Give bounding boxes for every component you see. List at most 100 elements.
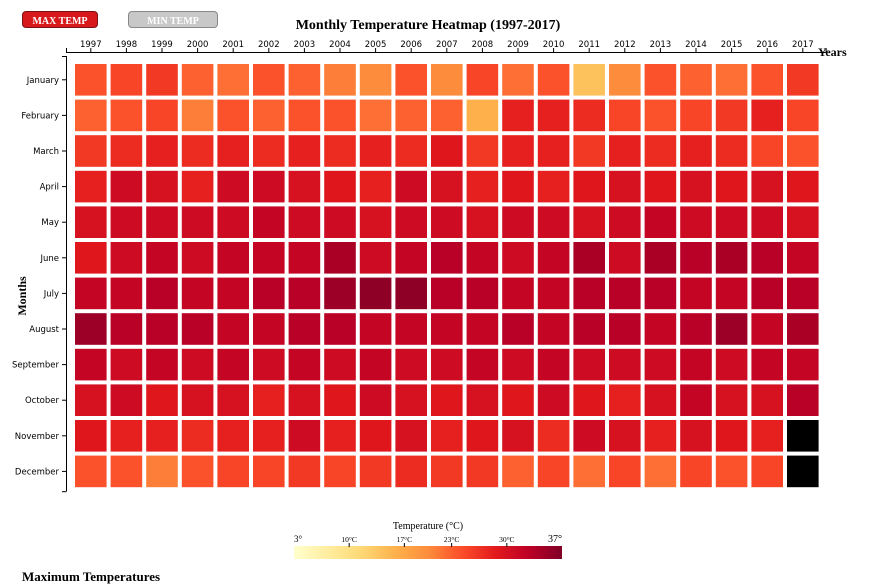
- heatmap-cell: [466, 135, 499, 167]
- heatmap-cell: [609, 384, 641, 416]
- heatmap-cell: [609, 455, 641, 488]
- heatmap-cell: [359, 277, 392, 310]
- y-tick-label: August: [29, 325, 59, 335]
- heatmap-cell: [466, 313, 499, 345]
- y-tick-label: June: [39, 254, 59, 264]
- heatmap-cell: [253, 277, 285, 310]
- heatmap-cell: [217, 206, 249, 238]
- legend-max-label: 37°: [548, 534, 562, 545]
- heatmap-cell: [181, 135, 214, 167]
- heatmap-cell: [787, 455, 819, 488]
- heatmap-cell: [787, 135, 819, 167]
- heatmap-cell: [431, 170, 463, 203]
- heatmap-cell: [395, 64, 427, 96]
- x-tick-label: 2010: [543, 40, 565, 50]
- heatmap-cell: [75, 99, 107, 132]
- heatmap-cell: [537, 206, 570, 238]
- heatmap-cell: [146, 135, 178, 167]
- heatmap-cell: [395, 455, 427, 488]
- min-temp-button[interactable]: MIN TEMP: [128, 11, 218, 28]
- heatmap-cell: [573, 99, 605, 132]
- heatmap-cell: [466, 348, 499, 381]
- heatmap-cell: [217, 99, 249, 132]
- y-tick-label: April: [40, 183, 59, 193]
- heatmap-cell: [253, 170, 285, 203]
- heatmap-cell: [537, 455, 570, 488]
- heatmap-cell: [751, 455, 783, 488]
- heatmap-cell: [751, 170, 783, 203]
- heatmap-cell: [751, 64, 783, 96]
- heatmap-cell: [680, 313, 712, 345]
- heatmap-cell: [466, 420, 499, 452]
- heatmap-chart: Monthly Temperature Heatmap (1997-2017) …: [12, 18, 847, 559]
- legend-title: Temperature (°C): [393, 521, 463, 532]
- heatmap-cell: [609, 242, 641, 274]
- heatmap-cell: [75, 455, 107, 488]
- heatmap-cell: [787, 277, 819, 310]
- heatmap-cell: [466, 64, 499, 96]
- heatmap-cell: [573, 206, 605, 238]
- heatmap-cell: [110, 348, 143, 381]
- heatmap-cell: [431, 206, 463, 238]
- heatmap-cell: [787, 170, 819, 203]
- heatmap-cell: [751, 313, 783, 345]
- heatmap-cell: [75, 313, 107, 345]
- heatmap-cell: [181, 277, 214, 310]
- heatmap-cell: [146, 64, 178, 96]
- heatmap-cell: [181, 170, 214, 203]
- x-tick-label: 2014: [685, 40, 707, 50]
- heatmap-cell: [609, 277, 641, 310]
- heatmap-cell: [75, 206, 107, 238]
- heatmap-cell: [502, 64, 534, 96]
- heatmap-cells: [75, 64, 819, 488]
- heatmap-cell: [146, 420, 178, 452]
- heatmap-cell: [395, 384, 427, 416]
- heatmap-cell: [502, 455, 534, 488]
- heatmap-cell: [110, 277, 143, 310]
- legend-tick-label: 17°C: [397, 535, 413, 544]
- max-temp-button[interactable]: MAX TEMP: [22, 11, 98, 28]
- heatmap-cell: [395, 135, 427, 167]
- heatmap-cell: [110, 455, 143, 488]
- heatmap-cell: [715, 384, 748, 416]
- heatmap-cell: [324, 242, 356, 274]
- heatmap-cell: [680, 277, 712, 310]
- section-title: Maximum Temperatures: [22, 569, 161, 584]
- heatmap-cell: [680, 135, 712, 167]
- heatmap-cell: [288, 455, 321, 488]
- heatmap-cell: [431, 242, 463, 274]
- heatmap-cell: [787, 99, 819, 132]
- heatmap-cell: [324, 277, 356, 310]
- y-tick-label: March: [33, 147, 59, 157]
- heatmap-cell: [288, 420, 321, 452]
- heatmap-cell: [751, 277, 783, 310]
- heatmap-cell: [609, 313, 641, 345]
- heatmap-cell: [217, 135, 249, 167]
- heatmap-cell: [573, 455, 605, 488]
- heatmap-cell: [75, 277, 107, 310]
- heatmap-cell: [573, 170, 605, 203]
- heatmap-cell: [288, 384, 321, 416]
- heatmap-cell: [288, 242, 321, 274]
- heatmap-cell: [431, 135, 463, 167]
- legend-tick-label: 30°C: [499, 535, 515, 544]
- heatmap-cell: [715, 135, 748, 167]
- heatmap-cell: [787, 420, 819, 452]
- heatmap-cell: [181, 99, 214, 132]
- x-tick-label: 2003: [294, 40, 316, 50]
- heatmap-cell: [715, 420, 748, 452]
- heatmap-cell: [431, 313, 463, 345]
- color-legend: Temperature (°C) 3° 37° 10°C 17°C 23°C 30°C: [294, 521, 562, 559]
- heatmap-cell: [288, 313, 321, 345]
- heatmap-cell: [502, 313, 534, 345]
- heatmap-cell: [502, 99, 534, 132]
- heatmap-cell: [217, 64, 249, 96]
- heatmap-cell: [395, 348, 427, 381]
- x-tick-label: 2001: [222, 40, 244, 50]
- x-tick-label: 2009: [507, 40, 529, 50]
- heatmap-cell: [644, 206, 677, 238]
- heatmap-cell: [431, 420, 463, 452]
- y-tick-label: July: [43, 289, 59, 299]
- heatmap-cell: [146, 348, 178, 381]
- heatmap-cell: [609, 170, 641, 203]
